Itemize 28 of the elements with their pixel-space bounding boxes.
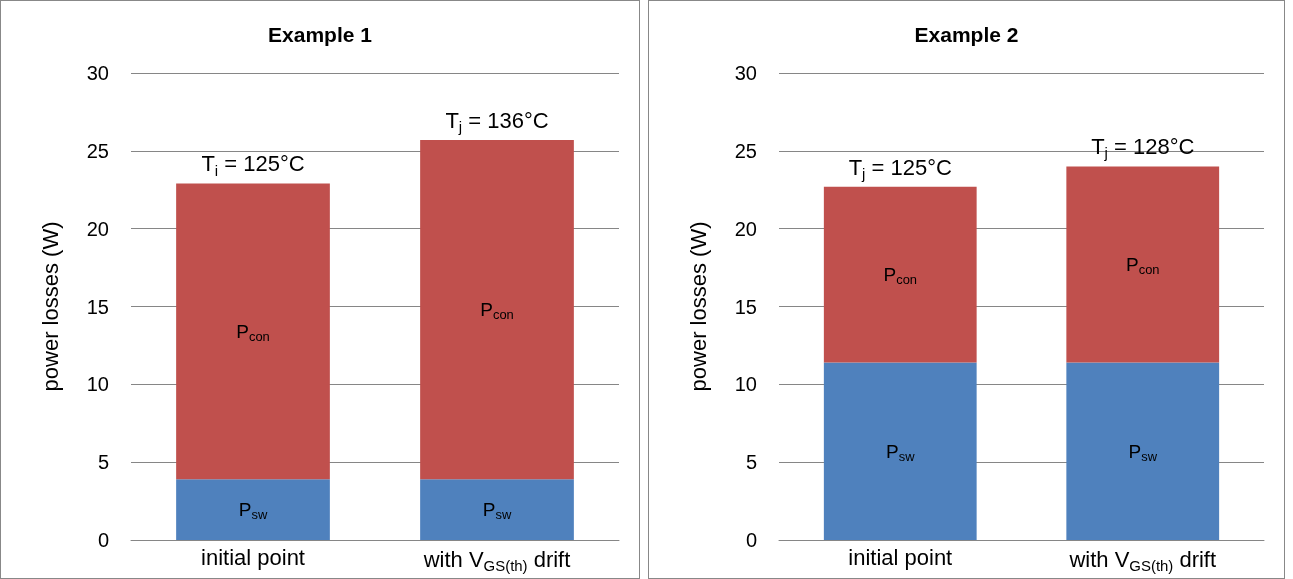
bar — [823, 362, 977, 540]
bar — [823, 186, 977, 363]
y-tick-label: 15 — [734, 295, 757, 318]
y-tick-label: 30 — [734, 62, 757, 84]
bar — [176, 183, 330, 480]
y-tick-label: 0 — [745, 529, 757, 551]
bar — [1066, 166, 1220, 363]
chart-title: Example 1 — [268, 23, 373, 46]
bar — [420, 139, 574, 480]
x-tick-label: initial point — [201, 544, 305, 570]
chart-title: Example 2 — [914, 23, 1019, 46]
y-tick-label: 25 — [86, 139, 109, 162]
y-tick-label: 20 — [86, 217, 109, 240]
y-tick-label: 0 — [97, 529, 109, 551]
y-tick-label: 5 — [97, 451, 109, 474]
y-tick-label: 25 — [734, 139, 757, 162]
x-tick-label: initial point — [848, 544, 953, 570]
y-tick-label: 15 — [86, 295, 109, 318]
bar — [176, 479, 330, 540]
y-tick-label: 5 — [745, 451, 757, 474]
y-axis-title: power losses (W) — [685, 221, 711, 392]
bar — [420, 479, 574, 540]
y-tick-label: 10 — [734, 373, 757, 396]
bar — [1066, 362, 1220, 540]
y-tick-label: 20 — [734, 217, 757, 240]
y-tick-label: 10 — [86, 373, 109, 396]
y-axis-title: power losses (W) — [37, 221, 63, 392]
y-tick-label: 30 — [86, 62, 109, 84]
